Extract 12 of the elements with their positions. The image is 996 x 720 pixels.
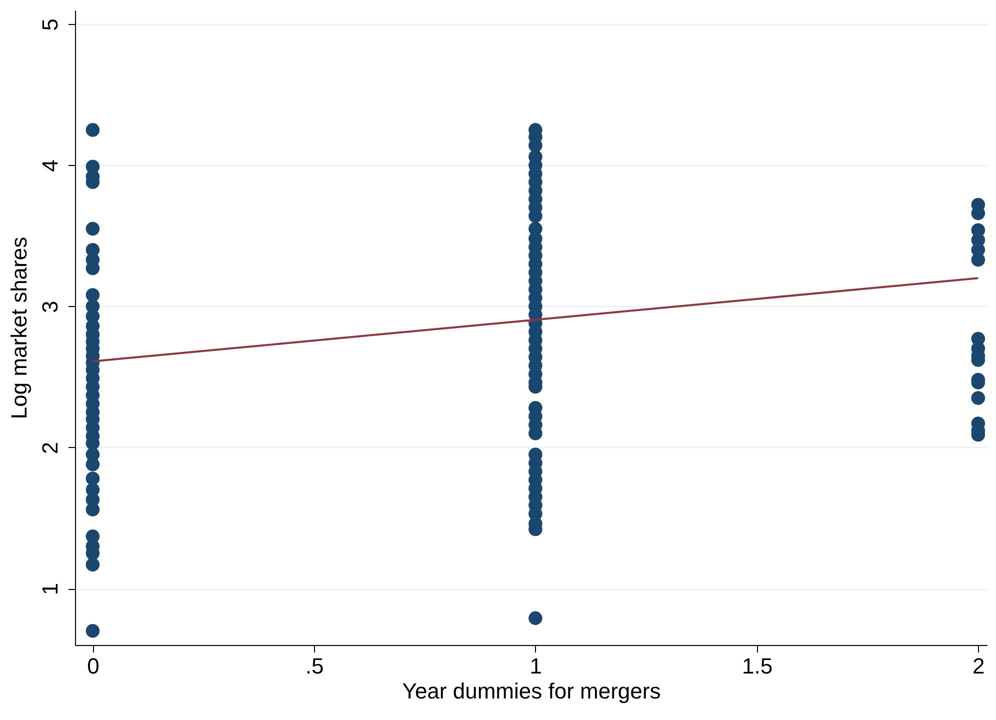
y-tick-label: 2 [38,442,62,454]
x-axis-title: Year dummies for mergers [402,678,661,704]
x-tick-label: .5 [305,654,324,678]
y-tick-label: 3 [38,300,62,313]
y-tick-label: 1 [38,582,62,596]
x-tick-label: 0 [87,654,100,678]
x-tick-label: 2 [972,654,985,678]
x-tick-label: 1 [530,654,542,678]
x-tick-label: 1.5 [742,654,773,678]
y-axis-title: Log market shares [6,236,32,420]
y-tick-label: 4 [38,160,62,172]
y-tick-label: 5 [38,18,62,31]
